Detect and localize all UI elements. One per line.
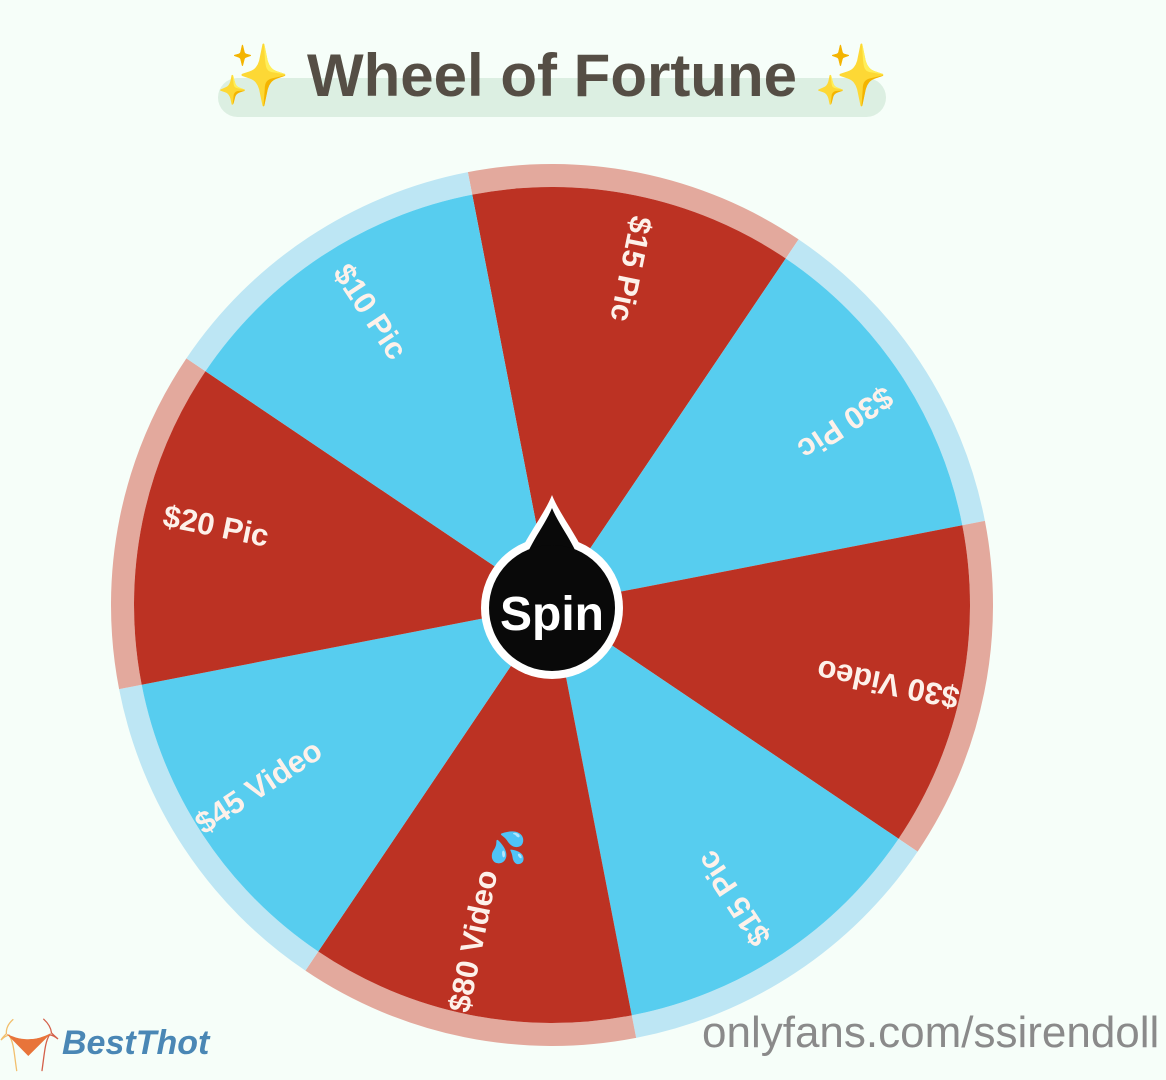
svg-text:💦: 💦 xyxy=(489,828,526,866)
svg-text:Spin: Spin xyxy=(500,588,604,641)
